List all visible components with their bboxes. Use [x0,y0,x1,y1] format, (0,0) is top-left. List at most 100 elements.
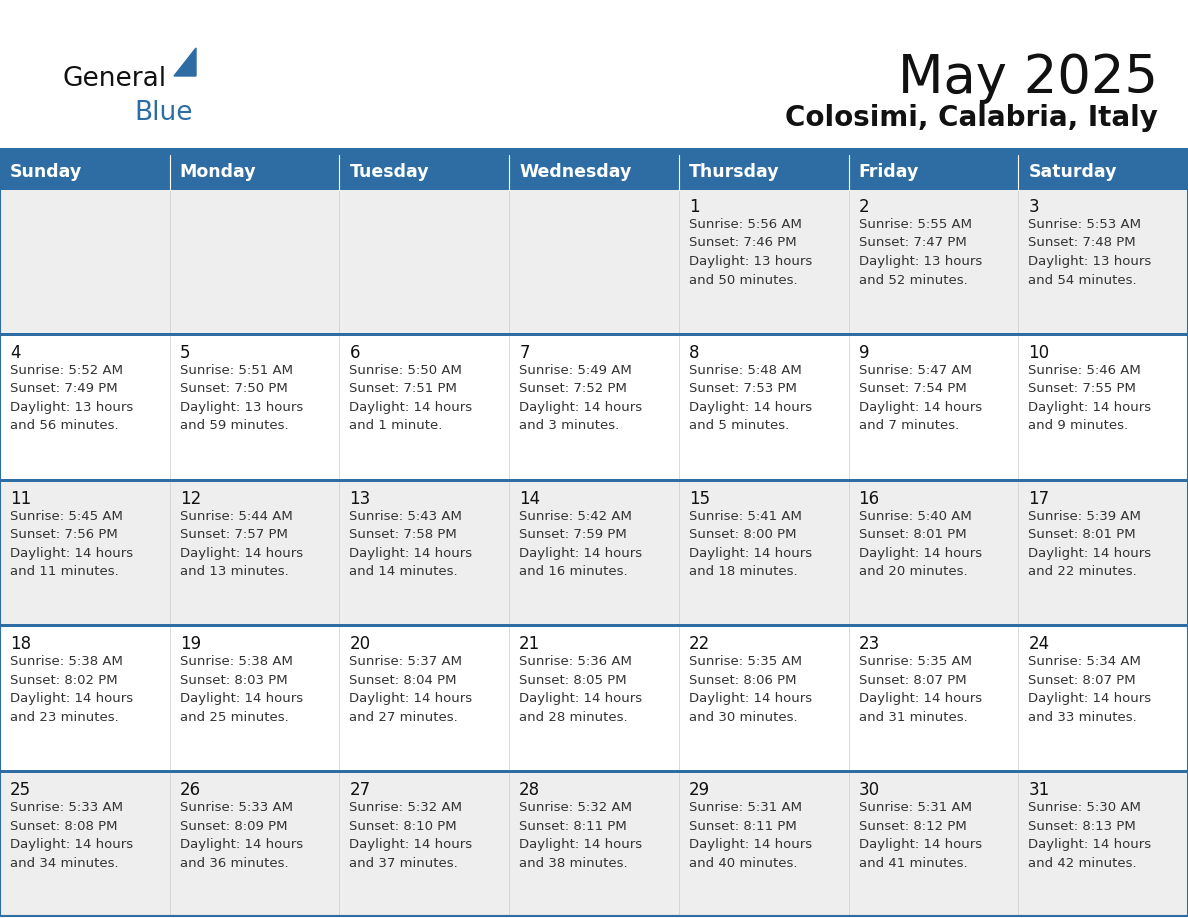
Bar [170,190,340,333]
Text: and 38 minutes.: and 38 minutes. [519,856,627,869]
Text: Daylight: 14 hours: Daylight: 14 hours [519,546,643,560]
Bar [340,482,510,624]
Text: Sunrise: 5:31 AM: Sunrise: 5:31 AM [689,801,802,814]
Text: and 14 minutes.: and 14 minutes. [349,565,459,578]
Text: and 34 minutes.: and 34 minutes. [10,856,119,869]
Text: Daylight: 14 hours: Daylight: 14 hours [1029,838,1151,851]
Text: 14: 14 [519,489,541,508]
Text: Daylight: 13 hours: Daylight: 13 hours [1029,255,1151,268]
Text: 27: 27 [349,781,371,800]
Text: Sunrise: 5:50 AM: Sunrise: 5:50 AM [349,364,462,376]
Bar [510,482,678,624]
Text: Tuesday: Tuesday [349,163,429,181]
Text: Monday: Monday [179,163,257,181]
Text: Sunrise: 5:42 AM: Sunrise: 5:42 AM [519,509,632,522]
Text: Daylight: 14 hours: Daylight: 14 hours [859,692,981,705]
Text: Daylight: 14 hours: Daylight: 14 hours [349,401,473,414]
Text: 19: 19 [179,635,201,654]
Bar [678,336,848,478]
Bar [1018,627,1188,770]
Polygon shape [173,48,196,76]
Text: and 30 minutes.: and 30 minutes. [689,711,797,724]
Text: Sunrise: 5:47 AM: Sunrise: 5:47 AM [859,364,972,376]
Bar [0,333,1188,336]
Text: and 54 minutes.: and 54 minutes. [1029,274,1137,286]
Text: Daylight: 14 hours: Daylight: 14 hours [689,692,811,705]
Text: 28: 28 [519,781,541,800]
Bar [170,627,340,770]
Text: Sunset: 7:52 PM: Sunset: 7:52 PM [519,382,627,396]
Text: Sunset: 7:47 PM: Sunset: 7:47 PM [859,237,966,250]
Bar [170,154,340,190]
Text: Sunrise: 5:35 AM: Sunrise: 5:35 AM [689,655,802,668]
Text: Sunset: 7:59 PM: Sunset: 7:59 PM [519,528,627,541]
Text: Sunrise: 5:56 AM: Sunrise: 5:56 AM [689,218,802,231]
Text: Friday: Friday [859,163,920,181]
Text: Thursday: Thursday [689,163,779,181]
Text: General: General [62,66,166,92]
Text: and 25 minutes.: and 25 minutes. [179,711,289,724]
Text: Sunrise: 5:36 AM: Sunrise: 5:36 AM [519,655,632,668]
Text: May 2025: May 2025 [898,52,1158,104]
Text: Sunset: 8:07 PM: Sunset: 8:07 PM [1029,674,1136,687]
Bar [848,154,1018,190]
Bar [510,773,678,916]
Text: Sunset: 7:55 PM: Sunset: 7:55 PM [1029,382,1136,396]
Bar [170,773,340,916]
Bar [510,627,678,770]
Text: Daylight: 14 hours: Daylight: 14 hours [349,838,473,851]
Text: Daylight: 13 hours: Daylight: 13 hours [689,255,813,268]
Text: 17: 17 [1029,489,1049,508]
Text: Daylight: 14 hours: Daylight: 14 hours [1029,692,1151,705]
Text: and 41 minutes.: and 41 minutes. [859,856,967,869]
Text: and 33 minutes.: and 33 minutes. [1029,711,1137,724]
Bar [510,154,678,190]
Text: Sunrise: 5:44 AM: Sunrise: 5:44 AM [179,509,292,522]
Text: Sunrise: 5:46 AM: Sunrise: 5:46 AM [1029,364,1140,376]
Text: Sunrise: 5:52 AM: Sunrise: 5:52 AM [10,364,124,376]
Text: and 18 minutes.: and 18 minutes. [689,565,797,578]
Text: Daylight: 14 hours: Daylight: 14 hours [349,692,473,705]
Text: and 11 minutes.: and 11 minutes. [10,565,119,578]
Text: Sunrise: 5:39 AM: Sunrise: 5:39 AM [1029,509,1142,522]
Text: Sunset: 8:08 PM: Sunset: 8:08 PM [10,820,118,833]
Bar [340,336,510,478]
Text: 16: 16 [859,489,879,508]
Text: Sunrise: 5:55 AM: Sunrise: 5:55 AM [859,218,972,231]
Bar [510,336,678,478]
Text: Sunset: 7:56 PM: Sunset: 7:56 PM [10,528,118,541]
Text: 31: 31 [1029,781,1049,800]
Text: 25: 25 [10,781,31,800]
Text: Daylight: 13 hours: Daylight: 13 hours [179,401,303,414]
Text: Sunrise: 5:38 AM: Sunrise: 5:38 AM [10,655,122,668]
Text: 15: 15 [689,489,710,508]
Text: Sunday: Sunday [10,163,82,181]
Text: Daylight: 14 hours: Daylight: 14 hours [689,838,811,851]
Text: and 23 minutes.: and 23 minutes. [10,711,119,724]
Text: Sunset: 7:46 PM: Sunset: 7:46 PM [689,237,796,250]
Bar [848,336,1018,478]
Text: Sunset: 7:50 PM: Sunset: 7:50 PM [179,382,287,396]
Text: 20: 20 [349,635,371,654]
Bar [678,482,848,624]
Text: 13: 13 [349,489,371,508]
Text: Sunset: 7:48 PM: Sunset: 7:48 PM [1029,237,1136,250]
Text: Sunset: 8:03 PM: Sunset: 8:03 PM [179,674,287,687]
Text: Sunrise: 5:40 AM: Sunrise: 5:40 AM [859,509,972,522]
Text: Sunrise: 5:30 AM: Sunrise: 5:30 AM [1029,801,1142,814]
Bar [170,482,340,624]
Text: Sunset: 8:09 PM: Sunset: 8:09 PM [179,820,287,833]
Text: Daylight: 14 hours: Daylight: 14 hours [1029,401,1151,414]
Text: 11: 11 [10,489,31,508]
Bar [848,627,1018,770]
Text: Colosimi, Calabria, Italy: Colosimi, Calabria, Italy [785,104,1158,132]
Bar [678,190,848,333]
Text: 18: 18 [10,635,31,654]
Text: Sunrise: 5:48 AM: Sunrise: 5:48 AM [689,364,802,376]
Text: Saturday: Saturday [1029,163,1117,181]
Bar [340,773,510,916]
Text: 1: 1 [689,198,700,216]
Text: and 5 minutes.: and 5 minutes. [689,420,789,432]
Text: and 40 minutes.: and 40 minutes. [689,856,797,869]
Bar [0,627,170,770]
